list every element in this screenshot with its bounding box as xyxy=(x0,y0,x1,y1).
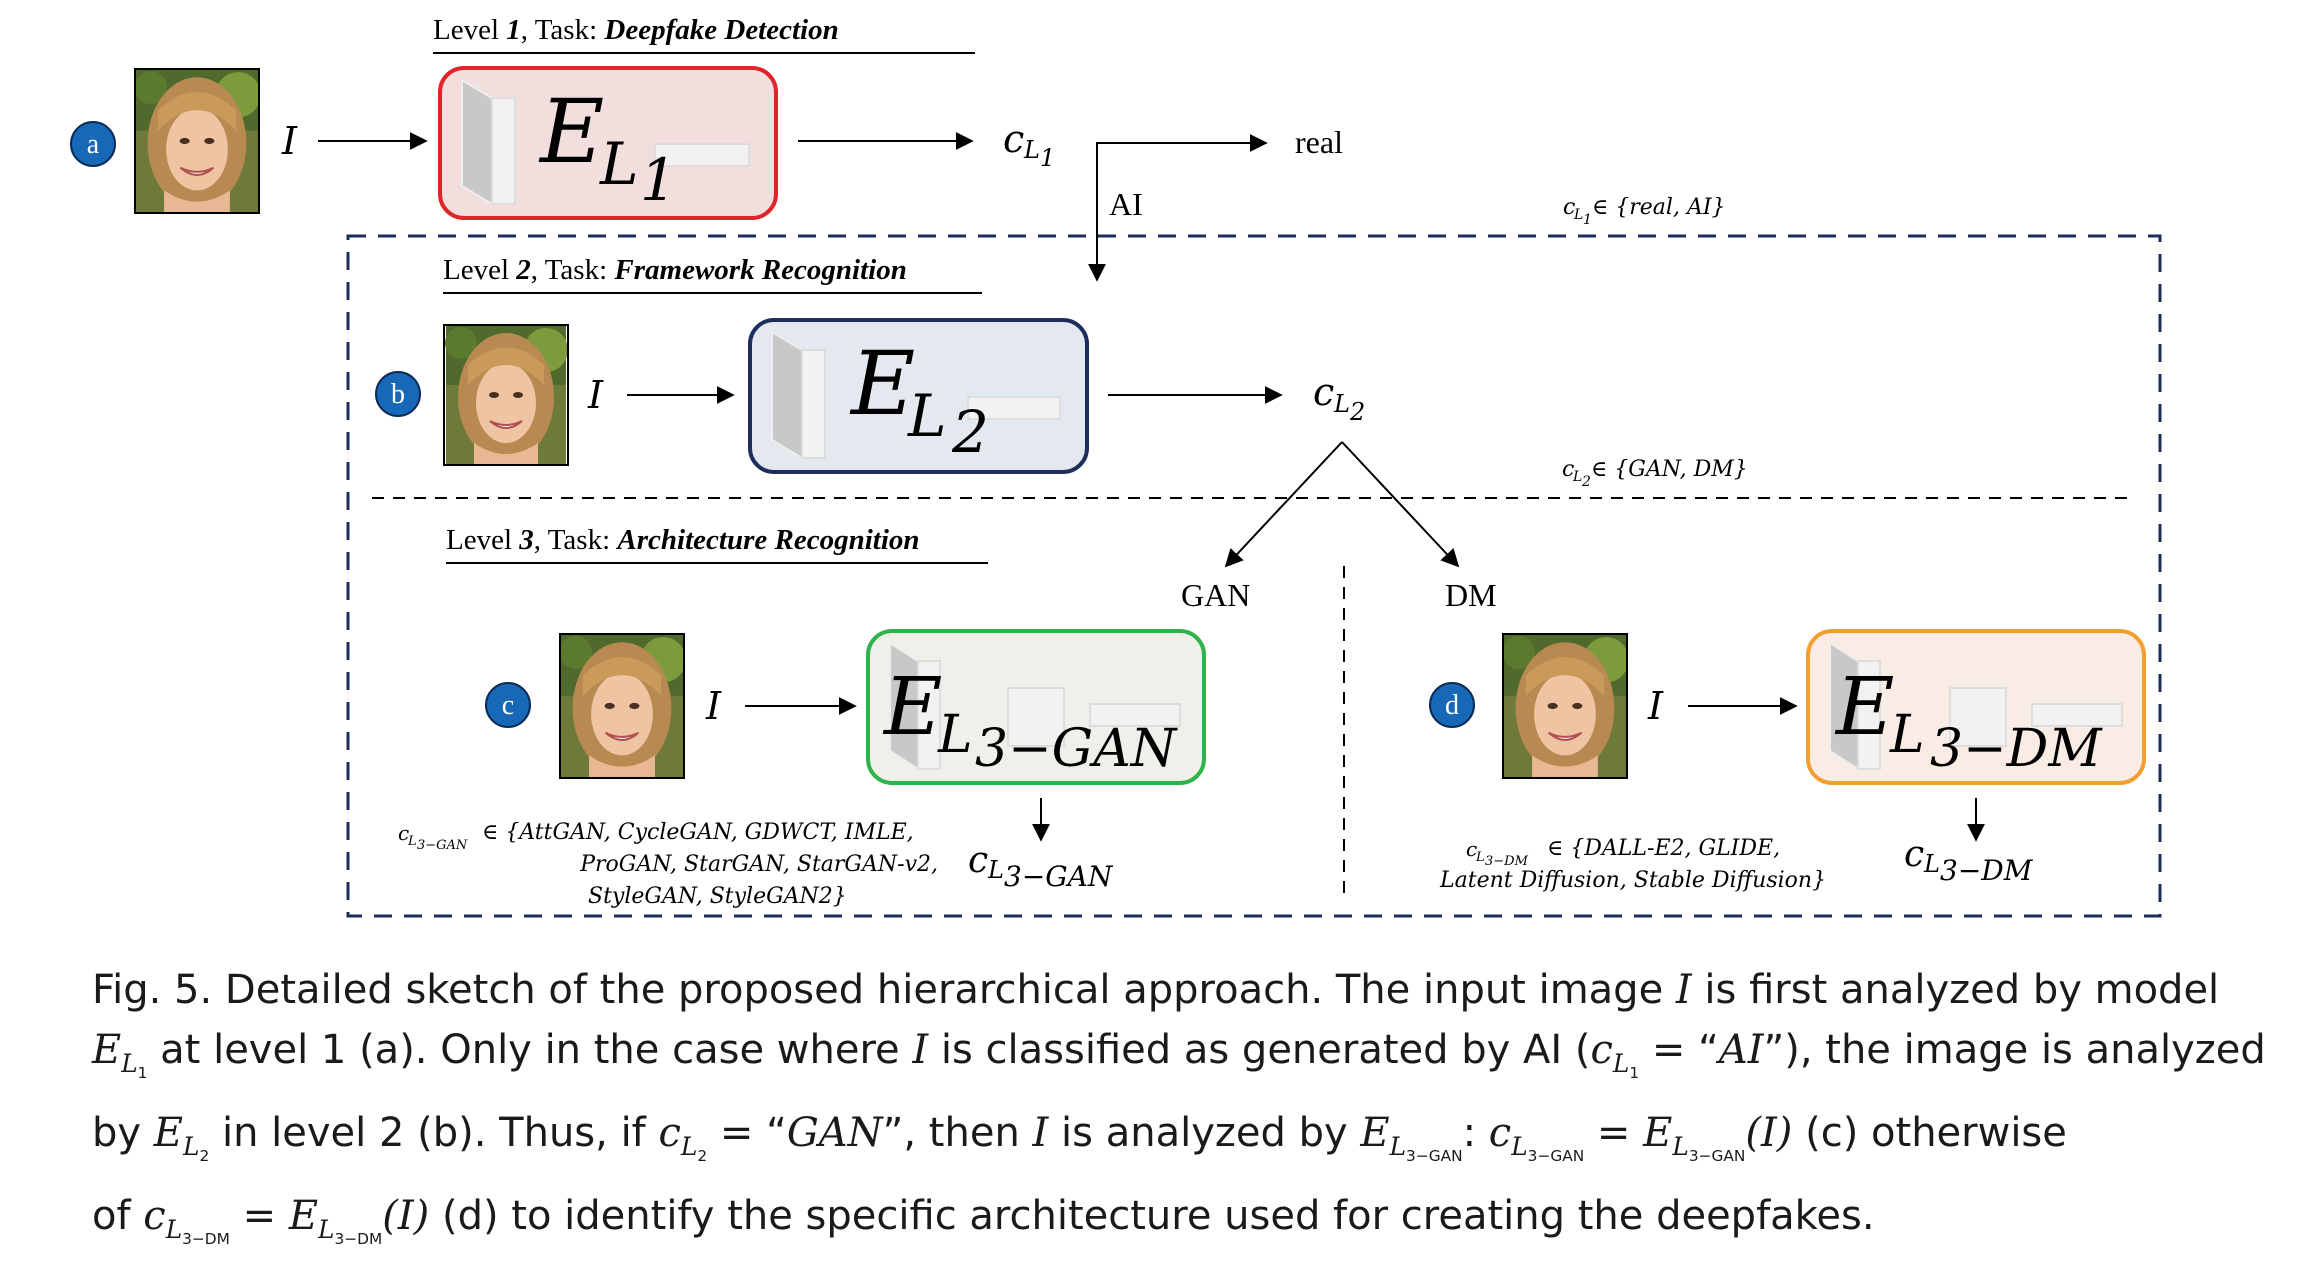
level1-heading: Level 1, Task: Deepfake Detection xyxy=(433,14,839,46)
input-image-a xyxy=(134,68,260,214)
arrow-cl2-to-dm xyxy=(1341,441,1460,568)
svg-text:1: 1 xyxy=(1583,212,1592,228)
set-cl3-dm: c L 3−DM ∈ {DALL-E2, GLIDE, Latent Diffu… xyxy=(1439,836,1826,893)
svg-text:c: c xyxy=(502,690,514,721)
svg-text:c: c xyxy=(1562,457,1574,482)
set-cl2: c L 2 ∈ {GAN, DM} xyxy=(1562,457,1748,490)
caption-line-4: of cL3−DM = EL3−DM(I) (d) to identify th… xyxy=(92,1192,1875,1248)
svg-text:3−GAN: 3−GAN xyxy=(417,838,468,853)
svg-text:b: b xyxy=(391,379,405,410)
svg-text:1: 1 xyxy=(640,146,677,214)
svg-text:E: E xyxy=(882,660,942,753)
input-label-a: I xyxy=(281,119,298,163)
level3-heading: Level 3, Task: Architecture Recognition xyxy=(446,524,920,556)
svg-text:L: L xyxy=(907,382,947,450)
svg-text:2: 2 xyxy=(951,398,989,466)
branch-real-label: real xyxy=(1295,124,1343,160)
svg-text:L: L xyxy=(1475,850,1485,865)
branch-gan-label: GAN xyxy=(1181,577,1250,613)
svg-text:∈ {real, AI}: ∈ {real, AI} xyxy=(1592,195,1726,220)
input-label-c: I xyxy=(705,684,722,728)
svg-text:E: E xyxy=(1834,660,1894,753)
svg-text:3−GAN: 3−GAN xyxy=(975,719,1178,779)
badge-c: c xyxy=(485,682,531,728)
svg-text:c: c xyxy=(1904,834,1924,875)
svg-text:∈ {AttGAN, CycleGAN, GDWCT, IM: ∈ {AttGAN, CycleGAN, GDWCT, IMLE, xyxy=(482,820,914,845)
set-cl3-gan: c L 3−GAN ∈ {AttGAN, CycleGAN, GDWCT, IM… xyxy=(398,820,938,909)
arrow-cl2-to-gan xyxy=(1224,441,1343,568)
output-cl2: c L 2 xyxy=(1313,370,1365,426)
svg-text:L: L xyxy=(599,130,639,198)
svg-text:a: a xyxy=(87,129,100,160)
svg-text:ProGAN, StarGAN, StarGAN-v2,: ProGAN, StarGAN, StarGAN-v2, xyxy=(579,852,938,877)
svg-text:Latent Diffusion, Stable Diffu: Latent Diffusion, Stable Diffusion} xyxy=(1439,868,1826,893)
input-image-d xyxy=(1502,633,1628,779)
svg-text:3−DM: 3−DM xyxy=(1930,719,2103,779)
svg-text:L: L xyxy=(1573,207,1583,223)
model-el3-dm: E L 3−DM xyxy=(1806,629,2146,785)
svg-text:L: L xyxy=(1333,390,1350,418)
output-cl1: c L 1 xyxy=(1003,117,1055,172)
badge-b: b xyxy=(375,371,421,417)
branch-dm-label: DM xyxy=(1445,577,1497,613)
svg-text:L: L xyxy=(937,705,973,765)
svg-text:c: c xyxy=(1313,370,1334,414)
svg-text:1: 1 xyxy=(1040,144,1055,172)
input-label-d: I xyxy=(1647,684,1664,728)
svg-text:L: L xyxy=(1923,850,1940,878)
input-label-b: I xyxy=(587,373,604,417)
svg-text:c: c xyxy=(398,821,409,845)
model-el1: E L 1 xyxy=(438,66,778,220)
badge-a: a xyxy=(70,121,116,167)
model-el3-gan: E L 3−GAN xyxy=(866,629,1206,785)
input-image-c xyxy=(559,633,685,779)
set-cl1: c L 1 ∈ {real, AI} xyxy=(1563,195,1726,228)
svg-text:c: c xyxy=(1563,195,1575,220)
svg-text:L: L xyxy=(1889,705,1925,765)
svg-text:L: L xyxy=(1572,469,1582,485)
svg-text:d: d xyxy=(1445,690,1459,721)
caption-line-2: EL1 at level 1 (a). Only in the case whe… xyxy=(92,1027,2266,1082)
output-cl3-gan: c L 3−GAN xyxy=(968,840,1114,893)
caption-line-3: by EL2 in level 2 (b). Thus, if cL2 = “G… xyxy=(92,1109,2067,1165)
svg-text:L: L xyxy=(407,834,417,849)
hierarchical-approach-diagram: Level 1, Task: Deepfake Detection a I E … xyxy=(70,14,2162,918)
svg-text:StyleGAN, StyleGAN2}: StyleGAN, StyleGAN2} xyxy=(588,884,847,909)
svg-text:2: 2 xyxy=(1349,398,1365,426)
svg-text:∈ {DALL-E2, GLIDE,: ∈ {DALL-E2, GLIDE, xyxy=(1547,836,1780,861)
model-el2: E L 2 xyxy=(748,318,1089,474)
svg-text:3−GAN: 3−GAN xyxy=(1004,860,1114,893)
svg-text:L: L xyxy=(1023,136,1040,164)
dashed-frame-levels-2-3 xyxy=(346,234,2162,918)
svg-text:c: c xyxy=(1466,837,1477,861)
input-image-b xyxy=(443,324,569,466)
svg-text:3−DM: 3−DM xyxy=(1940,854,2034,887)
figure-caption: Fig. 5. Detailed sketch of the proposed … xyxy=(92,960,2266,1269)
badge-d: d xyxy=(1429,682,1475,728)
svg-text:c: c xyxy=(1003,117,1024,161)
branch-ai-label: AI xyxy=(1109,186,1143,222)
svg-text:E: E xyxy=(849,332,915,435)
svg-text:3−DM: 3−DM xyxy=(1485,854,1529,869)
svg-text:L: L xyxy=(987,856,1004,884)
caption-line-1: Fig. 5. Detailed sketch of the proposed … xyxy=(92,967,2220,1013)
level2-heading: Level 2, Task: Framework Recognition xyxy=(443,254,907,286)
output-cl3-dm: c L 3−DM xyxy=(1904,834,2034,887)
svg-text:∈ {GAN, DM}: ∈ {GAN, DM} xyxy=(1591,457,1748,482)
svg-text:c: c xyxy=(968,840,988,881)
svg-text:2: 2 xyxy=(1581,474,1591,490)
svg-text:E: E xyxy=(538,80,604,183)
